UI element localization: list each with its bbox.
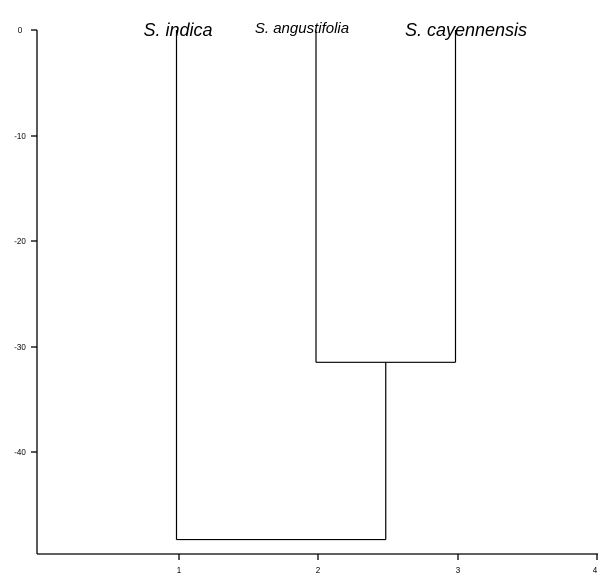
taxon-label-s-cayennensis: S. cayennensis [405,20,527,40]
y-ticks: 0 -10 -20 -30 -40 [14,26,37,457]
y-tick-label: 0 [18,26,23,35]
dendrogram-branches [175,30,457,541]
y-tick-label: -40 [14,448,26,457]
x-tick-label: 4 [593,566,598,575]
x-ticks: 1 2 3 4 [177,554,598,575]
taxon-label-s-angustifolia: S. angustifolia [255,20,349,37]
x-tick-label: 3 [456,566,461,575]
x-tick-label: 1 [177,566,182,575]
taxon-label-s-indica: S. indica [143,20,212,40]
y-tick-label: -10 [14,132,26,141]
y-tick-label: -20 [14,237,26,246]
x-tick-label: 2 [316,566,321,575]
y-tick-label: -30 [14,343,26,352]
